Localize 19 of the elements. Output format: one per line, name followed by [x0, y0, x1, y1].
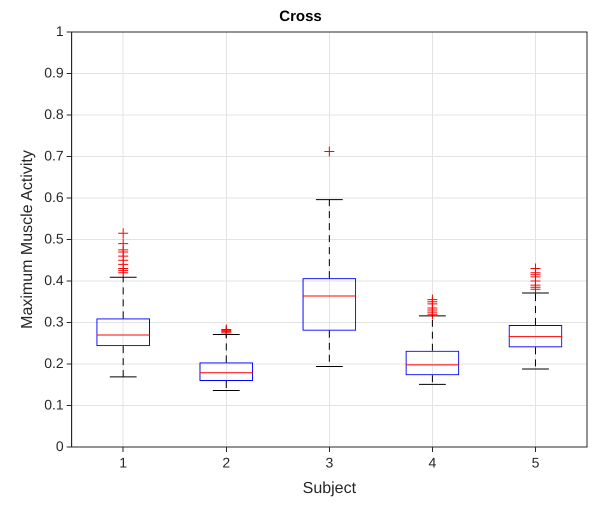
y-tick-label: 0.5	[44, 230, 64, 246]
y-axis-title: Maximum Muscle Activity	[19, 150, 36, 329]
x-tick-label: 2	[222, 454, 230, 470]
y-tick-label: 0.6	[44, 188, 64, 205]
x-tick-label: 3	[325, 454, 334, 470]
y-tick-label: 0.9	[44, 64, 64, 80]
y-tick-label: 0.2	[44, 354, 64, 371]
y-tick-label: 0.7	[44, 147, 64, 164]
x-tick-label: 1	[119, 454, 128, 470]
y-tick-label: 0.1	[44, 396, 64, 412]
y-tick-label: 1	[56, 22, 64, 39]
y-tick-label: 0.4	[44, 272, 64, 288]
x-axis-title: Subject	[302, 480, 357, 497]
chart-title: Cross	[279, 8, 322, 26]
y-tick-label: 0.8	[44, 106, 64, 122]
y-tick-label: 0	[56, 438, 64, 454]
x-tick-label: 4	[428, 454, 436, 470]
y-tick-label: 0.3	[44, 313, 64, 330]
x-tick-label: 5	[532, 454, 540, 470]
